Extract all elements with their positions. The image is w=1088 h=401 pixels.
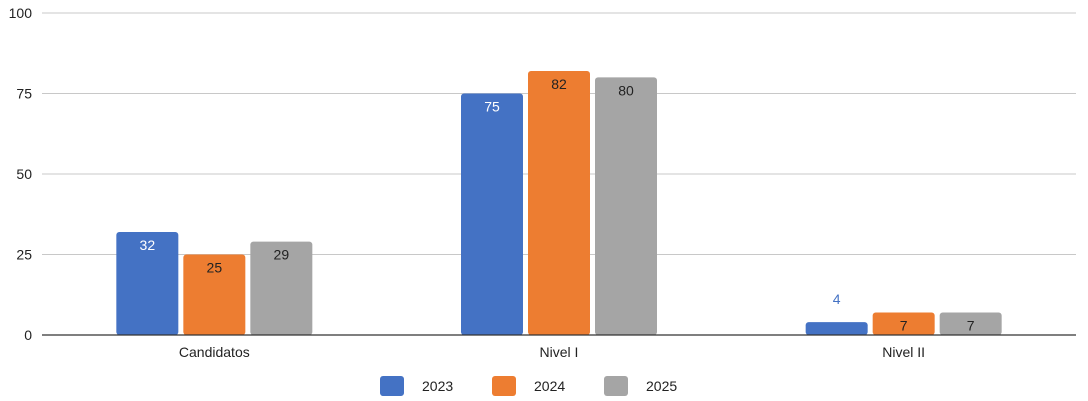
data-label: 25 <box>207 260 223 276</box>
y-axis: 0 25 50 75 100 <box>9 5 33 343</box>
bar-2025-1 <box>595 77 657 336</box>
data-label: 29 <box>274 247 290 263</box>
x-tick-label: Nivel I <box>540 344 579 360</box>
legend-swatch <box>380 376 404 396</box>
bar-2024-1 <box>528 70 590 336</box>
legend-label: 2023 <box>422 378 453 394</box>
bar-2023-1 <box>461 93 523 335</box>
bar-2025-2 <box>939 312 1002 335</box>
legend-label: 2025 <box>646 378 677 394</box>
data-label: 7 <box>967 317 975 333</box>
y-tick-label: 50 <box>16 166 32 182</box>
data-labels: 32 25 29 75 82 80 4 7 7 <box>140 76 975 333</box>
legend-item-2023: 2023 <box>380 376 453 396</box>
legend-swatch <box>604 376 628 396</box>
x-axis: Candidatos Nivel I Nivel II <box>42 334 1076 360</box>
y-tick-label: 25 <box>16 247 32 263</box>
bar-2025-0 <box>250 241 313 335</box>
y-tick-label: 100 <box>9 5 33 21</box>
y-tick-label: 75 <box>16 86 32 102</box>
x-tick-label: Candidatos <box>179 344 250 360</box>
data-label: 80 <box>618 82 634 98</box>
bars <box>116 70 1002 336</box>
legend-item-2024: 2024 <box>492 376 565 396</box>
bar-2024-2 <box>872 312 935 335</box>
data-label: 75 <box>484 99 500 115</box>
legend-item-2025: 2025 <box>604 376 677 396</box>
legend-label: 2024 <box>534 378 565 394</box>
y-tick-label: 0 <box>24 327 32 343</box>
data-label: 32 <box>140 237 156 253</box>
legend-swatch <box>492 376 516 396</box>
data-label: 82 <box>551 76 567 92</box>
data-label: 7 <box>900 317 908 333</box>
bar-2023-2 <box>805 322 868 335</box>
data-label: 4 <box>833 291 841 307</box>
bar-2023-0 <box>116 231 179 335</box>
legend: 2023 2024 2025 <box>380 376 677 396</box>
bar-2024-0 <box>183 254 246 335</box>
x-tick-label: Nivel II <box>882 344 925 360</box>
